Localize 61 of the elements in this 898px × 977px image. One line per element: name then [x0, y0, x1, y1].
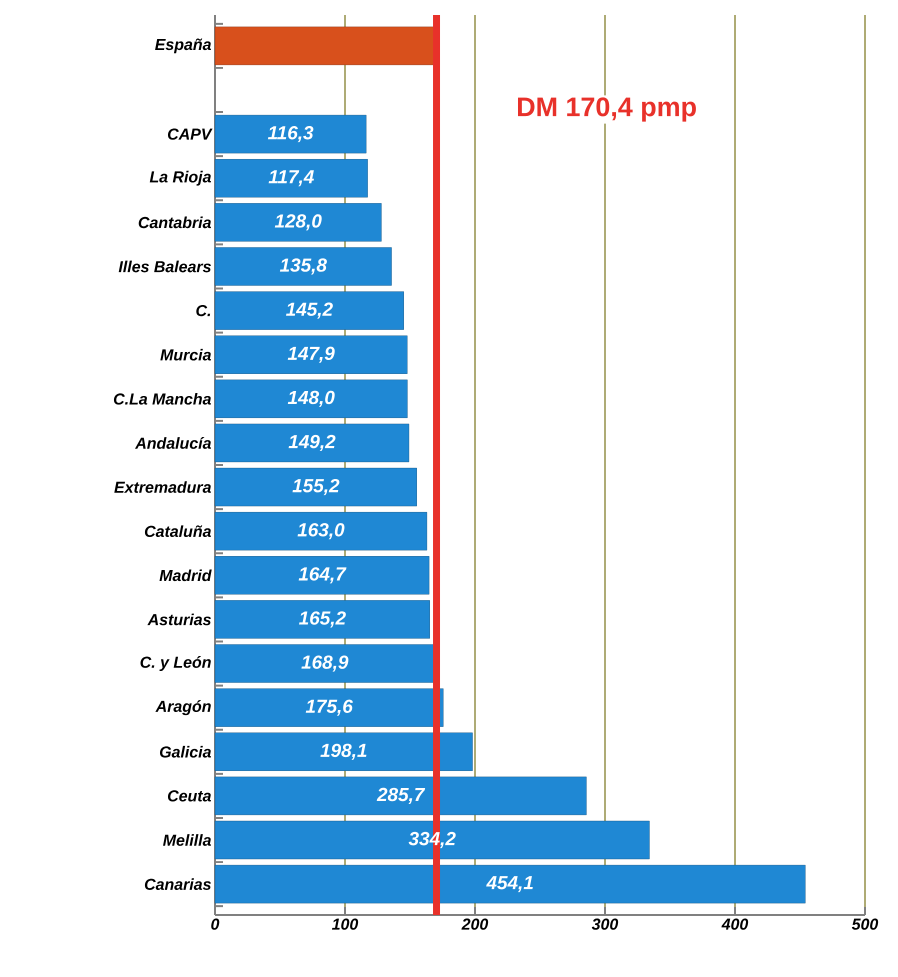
bar [214, 203, 382, 242]
y-tick-label: CAPV [168, 128, 213, 140]
x-tick-label: 500 [852, 918, 878, 930]
data-label: 198,1 [320, 744, 366, 760]
data-label: 128,0 [274, 214, 322, 230]
data-label: 149,2 [288, 434, 336, 452]
data-label: 135,8 [280, 258, 327, 275]
data-label: 145,2 [286, 302, 333, 319]
y-tick-label: Andalucía [134, 437, 212, 449]
y-tick-label: Extremadura [114, 481, 211, 493]
bar [214, 468, 417, 506]
bar [214, 864, 806, 904]
y-tick-label: España [155, 38, 212, 54]
y-tick-label: Cataluña [144, 525, 212, 538]
bar [214, 688, 444, 727]
y-tick-label: Madrid [160, 569, 212, 582]
x-tick-label: 400 [721, 918, 748, 930]
bar [214, 600, 430, 639]
bar [214, 159, 368, 198]
data-label: 285,7 [376, 788, 426, 804]
bar [214, 114, 366, 154]
x-tick-label: 0 [211, 918, 220, 930]
y-tick-label: Canarias [144, 878, 211, 890]
x-tick-label: 100 [332, 918, 358, 930]
y-tick-label: Aragón [155, 700, 211, 716]
data-label: 175,6 [306, 700, 353, 716]
bar [214, 291, 404, 330]
data-label: 454,1 [486, 876, 533, 892]
y-tick-label: Ceuta [168, 790, 211, 802]
x-tick-label: 300 [592, 918, 618, 930]
data-label: 163,0 [298, 523, 344, 540]
y-tick-label: Galicia [160, 746, 212, 758]
bar [214, 644, 435, 683]
bar [214, 424, 410, 462]
data-label: 116,3 [268, 126, 314, 142]
data-label: 147,9 [288, 346, 335, 363]
x-tick-label: 200 [461, 918, 488, 930]
bar [214, 820, 650, 860]
y-tick-label: Murcia [160, 348, 212, 361]
y-tick-label: La Rioja [150, 170, 211, 186]
y-tick-label: C. [196, 304, 210, 316]
data-label: 155,2 [292, 478, 340, 496]
bar [214, 247, 392, 286]
data-label: 165,2 [299, 611, 346, 628]
bar [214, 336, 408, 374]
y-tick-label: C. y León [140, 656, 211, 672]
bar [214, 512, 428, 550]
y-tick-label: Illes Balears [118, 260, 211, 272]
y-tick-label: Melilla [163, 834, 212, 846]
bar [214, 380, 408, 418]
data-label: 164,7 [298, 567, 346, 584]
y-tick-label: Cantabria [138, 216, 211, 228]
bar [214, 732, 473, 771]
y-tick-label: C.La Mancha [114, 392, 211, 405]
y-tick-label: Asturias [147, 614, 211, 626]
bar [214, 556, 430, 594]
bar [214, 776, 587, 816]
data-label: 148,0 [288, 390, 335, 407]
ref-line-label: DM 170,4 pmp [518, 97, 696, 122]
data-label: 117,4 [268, 170, 314, 186]
data-label: 168,9 [301, 655, 348, 672]
